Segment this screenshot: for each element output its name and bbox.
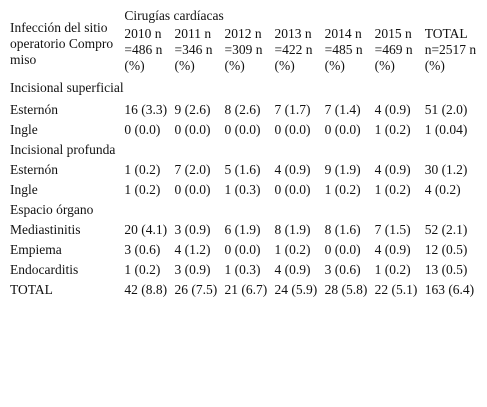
- table-cell: 22 (5.1): [374, 282, 418, 297]
- table-cell: 1 (0.2): [374, 122, 411, 137]
- column-header: 2013 n =422 n (%): [274, 26, 313, 73]
- table-cell: 16 (3.3): [124, 102, 168, 117]
- table-cell: 4 (0.9): [374, 242, 411, 257]
- table-cell: 20 (4.1): [124, 222, 168, 237]
- row-header-title: Infección del sitio operatorio Compro mi…: [10, 20, 114, 67]
- column-header: TOTAL n=2517 n (%): [424, 26, 477, 73]
- table-cell: 12 (0.5): [424, 242, 468, 257]
- table-cell: 4 (0.2): [424, 182, 461, 197]
- table-cell: 6 (1.9): [224, 222, 261, 237]
- table-cell: 5 (1.6): [224, 162, 261, 177]
- column-header: 2015 n =469 n (%): [374, 26, 413, 73]
- table-cell: 0 (0.0): [274, 182, 311, 197]
- group-title: Cirugías cardíacas: [124, 8, 224, 23]
- table-row: Esternón 1 (0.2) 7 (2.0) 5 (1.6) 4 (0.9)…: [6, 160, 480, 180]
- table-cell: 1 (0.04): [424, 122, 468, 137]
- table-cell: 163 (6.4): [424, 282, 475, 297]
- row-label: TOTAL: [10, 282, 53, 297]
- table-cell: 24 (5.9): [274, 282, 318, 297]
- table-row: Empiema 3 (0.6) 4 (1.2) 0 (0.0) 1 (0.2) …: [6, 240, 480, 260]
- table-cell: 4 (0.9): [374, 162, 411, 177]
- section-title: Espacio órgano: [10, 202, 94, 217]
- section-title: Incisional profunda: [10, 142, 116, 157]
- row-label: Ingle: [10, 182, 38, 197]
- table-cell: 0 (0.0): [274, 122, 311, 137]
- table-cell: 1 (0.3): [224, 182, 261, 197]
- table-cell: 3 (0.9): [174, 262, 211, 277]
- table-cell: 8 (1.9): [274, 222, 311, 237]
- table-cell: 4 (0.9): [374, 102, 411, 117]
- table-cell: 8 (1.6): [324, 222, 361, 237]
- table-cell: 0 (0.0): [224, 242, 261, 257]
- row-label: Ingle: [10, 122, 38, 137]
- table-cell: 0 (0.0): [324, 242, 361, 257]
- table-cell: 1 (0.3): [224, 262, 261, 277]
- table-cell: 3 (0.6): [124, 242, 161, 257]
- row-label: Mediastinitis: [10, 222, 81, 237]
- table-row: Esternón 16 (3.3) 9 (2.6) 8 (2.6) 7 (1.7…: [6, 100, 480, 120]
- table-cell: 1 (0.2): [274, 242, 311, 257]
- table-row: Mediastinitis 20 (4.1) 3 (0.9) 6 (1.9) 8…: [6, 220, 480, 240]
- table-cell: 9 (2.6): [174, 102, 211, 117]
- row-label: Esternón: [10, 162, 58, 177]
- table-cell: 42 (8.8): [124, 282, 168, 297]
- table-row: Ingle 0 (0.0) 0 (0.0) 0 (0.0) 0 (0.0) 0 …: [6, 120, 480, 140]
- table-cell: 4 (1.2): [174, 242, 211, 257]
- table-cell: 30 (1.2): [424, 162, 468, 177]
- table-cell: 7 (1.7): [274, 102, 311, 117]
- table-header-row-columns: 2010 n =486 n (%) 2011 n =346 n (%) 2012…: [6, 24, 480, 76]
- ssi-table: Infección del sitio operatorio Compro mi…: [6, 6, 480, 300]
- table-cell: 51 (2.0): [424, 102, 468, 117]
- table-header-row-group: Infección del sitio operatorio Compro mi…: [6, 6, 480, 67]
- column-header: 2011 n =346 n (%): [174, 26, 213, 73]
- table-cell: 0 (0.0): [124, 122, 161, 137]
- table-cell: 26 (7.5): [174, 282, 218, 297]
- table-cell: 1 (0.2): [124, 182, 161, 197]
- table-cell: 7 (1.4): [324, 102, 361, 117]
- column-header: 2014 n =485 n (%): [324, 26, 363, 73]
- table-cell: 1 (0.2): [124, 262, 161, 277]
- table-cell: 0 (0.0): [174, 182, 211, 197]
- table-cell: 0 (0.0): [324, 122, 361, 137]
- table-cell: 3 (0.6): [324, 262, 361, 277]
- table-cell: 4 (0.9): [274, 262, 311, 277]
- table-cell: 13 (0.5): [424, 262, 468, 277]
- column-header: 2012 n =309 n (%): [224, 26, 263, 73]
- column-header: 2010 n =486 n (%): [124, 26, 163, 73]
- table-cell: 52 (2.1): [424, 222, 468, 237]
- table-cell: 9 (1.9): [324, 162, 361, 177]
- table-row: Ingle 1 (0.2) 0 (0.0) 1 (0.3) 0 (0.0) 1 …: [6, 180, 480, 200]
- table-cell: 0 (0.0): [174, 122, 211, 137]
- table-cell: 7 (1.5): [374, 222, 411, 237]
- section-header-row: Incisional superficial: [6, 76, 480, 100]
- total-row: TOTAL 42 (8.8) 26 (7.5) 21 (6.7) 24 (5.9…: [6, 280, 480, 300]
- table-cell: 1 (0.2): [324, 182, 361, 197]
- table-cell: 28 (5.8): [324, 282, 368, 297]
- table-cell: 1 (0.2): [374, 262, 411, 277]
- table-cell: 8 (2.6): [224, 102, 261, 117]
- row-label: Empiema: [10, 242, 62, 257]
- table-cell: 4 (0.9): [274, 162, 311, 177]
- table-cell: 3 (0.9): [174, 222, 211, 237]
- row-label: Endocarditis: [10, 262, 79, 277]
- table-cell: 0 (0.0): [224, 122, 261, 137]
- table-cell: 21 (6.7): [224, 282, 268, 297]
- table-cell: 1 (0.2): [124, 162, 161, 177]
- section-header-row: Espacio órgano: [6, 200, 480, 220]
- table-cell: 1 (0.2): [374, 182, 411, 197]
- table-cell: 7 (2.0): [174, 162, 211, 177]
- table-row: Endocarditis 1 (0.2) 3 (0.9) 1 (0.3) 4 (…: [6, 260, 480, 280]
- section-title: Incisional superficial: [10, 80, 124, 95]
- section-header-row: Incisional profunda: [6, 140, 480, 160]
- row-label: Esternón: [10, 102, 58, 117]
